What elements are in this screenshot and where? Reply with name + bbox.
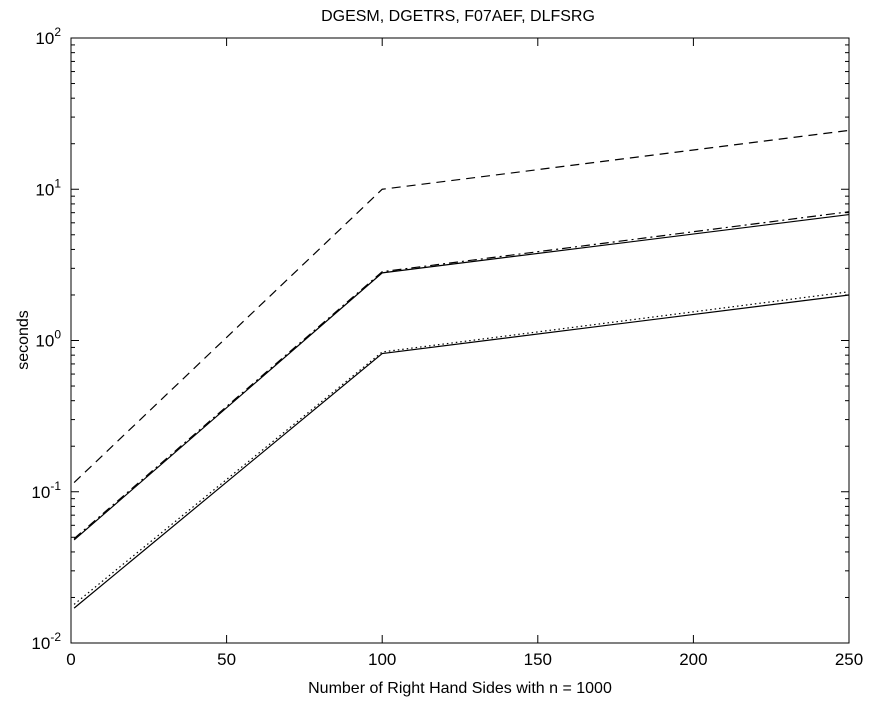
series-3-solid-line [73, 213, 850, 541]
series-layer [73, 129, 850, 609]
series-4-dotted-line [73, 291, 850, 605]
x-tick-label: 250 [835, 650, 863, 669]
x-tick-label: 150 [524, 650, 552, 669]
x-tick-label: 200 [679, 650, 707, 669]
x-axis-label: Number of Right Hand Sides with n = 1000 [308, 680, 612, 697]
y-tick-label: 10-1 [31, 479, 61, 502]
x-axis-ticks: 0 50 100 150 200 250 [66, 38, 863, 669]
y-tick-base: 10 [35, 332, 54, 351]
y-tick-label: 101 [35, 176, 61, 199]
y-tick-base: 10 [31, 483, 50, 502]
y-tick-exponent: 2 [54, 25, 61, 39]
y-tick-base: 10 [31, 634, 50, 653]
series-5-solid-line [73, 294, 850, 609]
y-tick-exponent: 1 [54, 176, 61, 190]
chart-title: DGESM, DGETRS, F07AEF, DLFSRG [321, 8, 595, 25]
y-tick-label: 102 [35, 25, 61, 48]
y-tick-exponent: -1 [50, 479, 61, 493]
y-tick-base: 10 [35, 180, 54, 199]
y-tick-label: 10-2 [31, 630, 61, 653]
y-tick-exponent: -2 [50, 630, 61, 644]
y-axis-label: seconds [15, 310, 32, 370]
series-1-dashed-line [73, 129, 850, 484]
y-tick-exponent: 0 [54, 328, 61, 342]
plot-area [70, 37, 850, 644]
x-tick-label: 50 [217, 650, 236, 669]
x-tick-label: 100 [368, 650, 396, 669]
y-tick-base: 10 [35, 29, 54, 48]
series-2-dashdot-line [73, 211, 850, 540]
y-tick-label: 100 [35, 328, 61, 351]
x-tick-label: 0 [66, 650, 75, 669]
